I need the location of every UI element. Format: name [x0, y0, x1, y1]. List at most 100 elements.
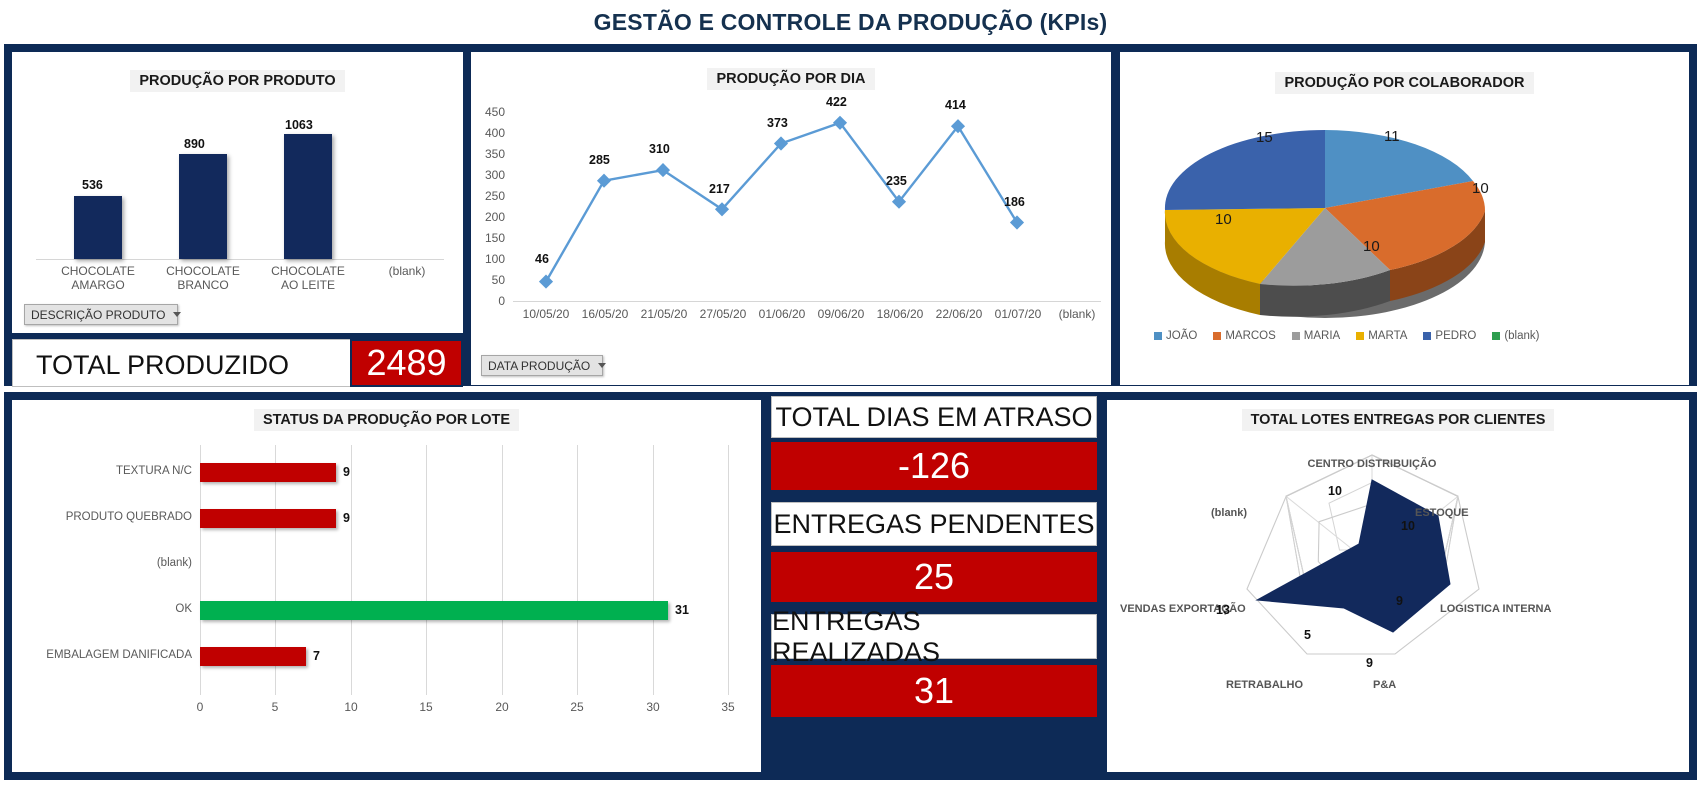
bar-textura-nc	[200, 463, 336, 482]
pie-value-label: 15	[1256, 129, 1273, 146]
x-tick-label: 5	[271, 700, 279, 714]
slicer-data-producao[interactable]: DATA PRODUÇÃO	[481, 355, 607, 376]
slicer-descricao-produto[interactable]: DESCRIÇÃO PRODUTO	[24, 304, 182, 325]
radar-axis-label: LOGISTICA INTERNA	[1440, 603, 1552, 615]
radar-axis-label: CENTRO DISTRIBUIÇÃO	[1307, 458, 1437, 470]
category-label: TEXTURA N/C	[115, 465, 192, 477]
x-tick-label: 22/06/20	[935, 307, 983, 321]
legend-item-pedro[interactable]: PEDRO	[1423, 330, 1476, 342]
legend-item-maria[interactable]: MARIA	[1291, 330, 1340, 342]
grid-line	[577, 445, 578, 695]
point-value-label: 217	[709, 182, 730, 196]
pie-value-label: 11	[1384, 128, 1400, 145]
bar-value-label: 9	[343, 511, 350, 525]
pie-value-label: 10	[1472, 180, 1489, 197]
x-tick-label: 18/06/20	[876, 307, 924, 321]
legend-label: (blank)	[1504, 330, 1540, 342]
pie-chart-svg	[1164, 130, 1486, 318]
legend-item-marcos[interactable]: MARCOS	[1213, 330, 1276, 342]
category-label: (blank)	[388, 264, 426, 278]
total-produzido-value: 2489	[350, 339, 463, 387]
legend-label: MARTA	[1368, 330, 1408, 342]
category-label: CHOCOLATE BRANCO	[166, 264, 240, 292]
y-tick-label: 50	[491, 273, 505, 287]
legend-swatch	[1492, 332, 1501, 340]
axis-baseline	[36, 259, 444, 260]
x-tick-label: 01/07/20	[994, 307, 1042, 321]
legend-item-joao[interactable]: JOÃO	[1154, 330, 1197, 342]
chart-title-dia: PRODUÇÃO POR DIA	[471, 68, 1111, 90]
grid-line	[275, 445, 276, 695]
radar-chart-svg	[1246, 454, 1480, 655]
bar-value-label: 9	[343, 465, 350, 479]
legend-swatch	[1154, 332, 1162, 340]
y-tick-label: 200	[484, 210, 505, 224]
bar-produto-quebrado	[200, 509, 336, 528]
page-title: GESTÃO E CONTROLE DA PRODUÇÃO (KPIs)	[593, 8, 1108, 35]
x-tick-label: 10	[344, 700, 358, 714]
x-tick-label: 09/06/20	[817, 307, 865, 321]
x-tick-label: 30	[646, 700, 660, 714]
point-value-label: 285	[589, 153, 610, 167]
kpi-label-total-dias-em-atraso: TOTAL DIAS EM ATRASO	[771, 396, 1097, 438]
grid-line	[351, 445, 352, 695]
chevron-down-icon[interactable]	[173, 312, 182, 317]
point-value-label: 422	[826, 95, 847, 109]
grid-line	[502, 445, 503, 695]
pie-value-label: 10	[1363, 238, 1380, 255]
kpi-label-entregas-pendentes: ENTREGAS PENDENTES	[771, 502, 1097, 546]
y-tick-label: 350	[484, 147, 505, 161]
x-tick-label: 21/05/20	[640, 307, 688, 321]
legend-label: JOÃO	[1166, 330, 1198, 342]
legend-swatch	[1213, 332, 1222, 340]
kpi-value-total-dias-em-atraso: -126	[771, 442, 1097, 490]
axis-baseline	[513, 301, 1101, 302]
bar-embalagem-danificada	[200, 647, 306, 666]
grid-line	[200, 445, 201, 695]
line-series-svg	[538, 115, 1025, 289]
bar-value-label: 7	[313, 649, 320, 663]
pie-legend: JOÃO MARCOS MARIA MARTA PEDRO (blank)	[1154, 330, 1539, 342]
y-tick-label: 0	[498, 294, 505, 308]
bar-chocolate-amargo	[74, 196, 122, 259]
kpi-value-entregas-pendentes: 25	[771, 552, 1097, 602]
bar-ok	[200, 601, 668, 620]
radar-axis-label: VENDAS EXPORTAÇÃO	[1120, 603, 1246, 615]
x-tick-label: (blank)	[1058, 307, 1096, 321]
bar-value-label: 31	[675, 603, 689, 617]
x-tick-label: 16/05/20	[581, 307, 629, 321]
panel-producao-por-colaborador: PRODUÇÃO POR COLABORADOR 11 10 10 10	[1120, 52, 1689, 385]
radar-value-label: 9	[1366, 656, 1373, 670]
grid-line	[426, 445, 427, 695]
bar-value-label: 1063	[285, 118, 313, 132]
radar-axis-label: (blank)	[1211, 507, 1248, 519]
kpi-label-entregas-realizadas: ENTREGAS REALIZADAS	[771, 606, 1097, 667]
panel-producao-por-produto: PRODUÇÃO POR PRODUTO 536 890 1063 CHOCOL…	[12, 52, 463, 333]
pie-value-label: 10	[1215, 211, 1232, 228]
chart-title-colaborador: PRODUÇÃO POR COLABORADOR	[1120, 72, 1689, 94]
kpi-value-entregas-realizadas: 31	[771, 665, 1097, 717]
radar-value-label: 13	[1216, 603, 1230, 617]
chevron-down-icon[interactable]	[598, 363, 607, 368]
y-tick-label: 450	[484, 105, 505, 119]
category-label: PRODUTO QUEBRADO	[65, 511, 192, 523]
radar-data-area	[1255, 479, 1451, 633]
point-value-label: 414	[945, 98, 966, 112]
legend-item-blank[interactable]: (blank)	[1492, 330, 1539, 342]
legend-item-marta[interactable]: MARTA	[1356, 330, 1407, 342]
category-label: CHOCOLATE AO LEITE	[271, 264, 345, 292]
point-value-label: 373	[767, 116, 788, 130]
slicer-label: DESCRIÇÃO PRODUTO	[31, 307, 166, 322]
x-tick-label: 35	[721, 700, 735, 714]
chart-title-produto: PRODUÇÃO POR PRODUTO	[12, 70, 463, 92]
panel-status-producao-por-lote: STATUS DA PRODUÇÃO POR LOTE 9 9 31 7 TEX…	[12, 400, 761, 772]
legend-swatch	[1356, 332, 1365, 340]
x-tick-label: 01/06/20	[758, 307, 806, 321]
y-tick-label: 100	[484, 252, 505, 266]
grid-line	[653, 445, 654, 695]
bar-value-label: 536	[82, 178, 103, 192]
radar-value-label: 10	[1401, 519, 1415, 533]
y-tick-label: 300	[484, 168, 505, 182]
legend-swatch	[1423, 332, 1432, 340]
x-tick-label: 10/05/20	[522, 307, 570, 321]
